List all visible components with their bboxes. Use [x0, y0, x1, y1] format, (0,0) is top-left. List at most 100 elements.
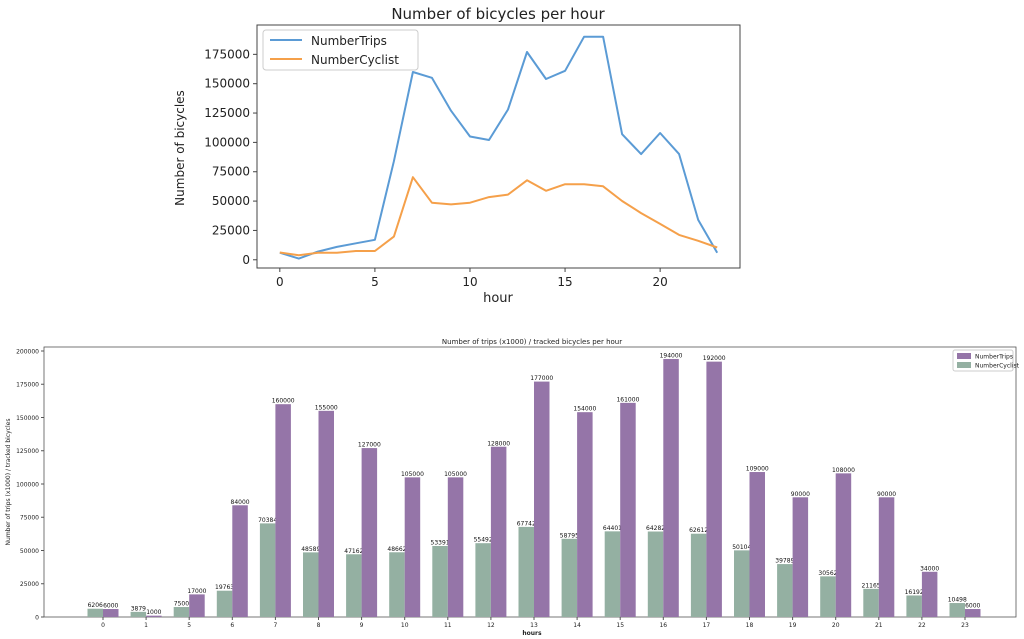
bar-numbertrips	[232, 505, 248, 617]
x-tick-label: 5	[371, 275, 379, 289]
bar-numbercyclist	[690, 533, 707, 617]
bar-numbercyclist	[820, 576, 836, 617]
x-tick-label: 16	[659, 622, 667, 629]
x-tick-label: 19	[789, 622, 797, 629]
line-chart-x-axis-label: hour	[483, 291, 513, 306]
bar-value-label: 16192	[905, 589, 924, 596]
line-chart-y-axis-label: Number of bicycles	[173, 90, 187, 206]
bar-value-label: 90000	[791, 491, 810, 498]
bar-chart-x-axis-label: hours	[522, 630, 542, 637]
bar-value-label: 154000	[573, 406, 596, 413]
bar-value-label: 127000	[358, 442, 381, 449]
y-tick-label: 0	[35, 615, 39, 622]
bar-numbertrips	[404, 477, 421, 617]
y-tick-label: 25000	[20, 581, 39, 588]
bar-numbertrips	[189, 594, 205, 617]
bar-numbertrips	[447, 477, 464, 617]
bar-value-label: 3879	[131, 605, 146, 612]
y-tick-label: 75000	[212, 165, 250, 179]
bar-chart-y-axis-label: Number of trips (x1000) / tracked bicycl…	[5, 419, 12, 546]
bar-numbertrips	[965, 609, 981, 617]
bar-numbercyclist	[346, 554, 362, 617]
bar-value-label: 6000	[103, 603, 118, 610]
bar-value-label: 48662	[387, 546, 406, 553]
bar-value-label: 34000	[920, 565, 939, 572]
x-tick-label: 9	[360, 622, 364, 629]
y-tick-label: 50000	[20, 548, 39, 555]
bar-numbercyclist	[303, 552, 319, 617]
bar-numbercyclist	[475, 543, 491, 617]
bar-numbertrips	[835, 473, 852, 617]
series-line-numbertrips	[279, 35, 719, 260]
bar-value-label: 64401	[603, 525, 622, 532]
legend-swatch-numbercyclist	[957, 362, 971, 368]
bar-numbercyclist	[863, 588, 879, 617]
bar-value-label: 1000	[146, 609, 161, 616]
bar-value-label: 19763	[215, 584, 234, 591]
x-tick-label: 17	[703, 622, 711, 629]
bar-value-label: 48589	[301, 546, 320, 553]
bar-chart-legend: NumberTrips NumberCyclist	[952, 349, 1020, 372]
x-tick-label: 20	[652, 275, 667, 289]
y-tick-label: 75000	[20, 515, 39, 522]
bar-value-label: 58795	[560, 532, 579, 539]
bar-value-label: 39789	[775, 558, 794, 565]
bar-numbercyclist	[259, 523, 276, 617]
bar-value-label: 155000	[315, 404, 338, 411]
bar-numbercyclist	[173, 607, 190, 617]
bar-numbercyclist	[647, 531, 664, 617]
bar-numbercyclist	[949, 603, 965, 617]
bar-value-label: 194000	[660, 352, 683, 359]
bar-value-label: 177000	[530, 375, 553, 382]
bar-numbertrips	[490, 446, 507, 617]
bar-numbertrips	[534, 381, 550, 617]
y-tick-label: 0	[242, 253, 250, 267]
x-tick-label: 0	[276, 275, 284, 289]
bar-value-label: 17000	[187, 588, 206, 595]
bar-numbertrips	[663, 358, 679, 617]
bar-value-label: 47162	[344, 548, 363, 555]
x-tick-label: 22	[918, 622, 926, 629]
y-tick-label: 150000	[204, 77, 250, 91]
bar-numbertrips	[878, 497, 895, 617]
bar-numbercyclist	[906, 595, 922, 617]
bar-numbercyclist	[604, 531, 621, 617]
bar-value-label: 108000	[832, 467, 855, 474]
bar-value-label: 70384	[258, 517, 277, 524]
x-tick-label: 5	[187, 622, 191, 629]
bar-numbertrips	[749, 472, 765, 617]
legend-label-numbercyclist: NumberCyclist	[975, 363, 1020, 370]
bar-value-label: 55492	[474, 537, 493, 544]
series-line-numbercyclist	[279, 176, 718, 257]
line-chart-title: Number of bicycles per hour	[391, 5, 605, 23]
legend-label-numbertrips: NumberTrips	[311, 34, 387, 48]
bar-value-label: 109000	[746, 466, 769, 473]
bar-numbercyclist	[389, 552, 405, 617]
y-tick-label: 175000	[16, 382, 39, 389]
y-tick-label: 100000	[16, 481, 39, 488]
bar-numbertrips	[318, 410, 334, 617]
bar-numbertrips	[577, 412, 593, 617]
bar-value-label: 64282	[646, 525, 665, 532]
bar-numbercyclist	[87, 608, 103, 617]
bar-value-label: 6206	[88, 602, 103, 609]
bar-value-label: 21165	[862, 582, 881, 589]
bar-value-label: 105000	[444, 471, 467, 478]
bar-value-label: 105000	[401, 471, 424, 478]
y-tick-label: 125000	[16, 448, 39, 455]
bar-numbertrips	[275, 404, 291, 617]
legend-label-numbertrips: NumberTrips	[975, 354, 1013, 361]
x-tick-label: 13	[530, 622, 538, 629]
x-tick-label: 6	[230, 622, 234, 629]
bar-value-label: 62612	[689, 527, 708, 534]
bar-numbertrips	[146, 615, 162, 617]
bar-value-label: 192000	[703, 355, 726, 362]
x-tick-label: 7	[273, 622, 277, 629]
bar-value-label: 128000	[487, 440, 510, 447]
bar-numbertrips	[792, 497, 809, 617]
legend-label-numbercyclist: NumberCyclist	[311, 53, 399, 67]
x-tick-label: 10	[401, 622, 409, 629]
x-tick-label: 18	[746, 622, 754, 629]
bar-value-label: 67742	[517, 520, 536, 527]
x-tick-label: 11	[444, 622, 452, 629]
